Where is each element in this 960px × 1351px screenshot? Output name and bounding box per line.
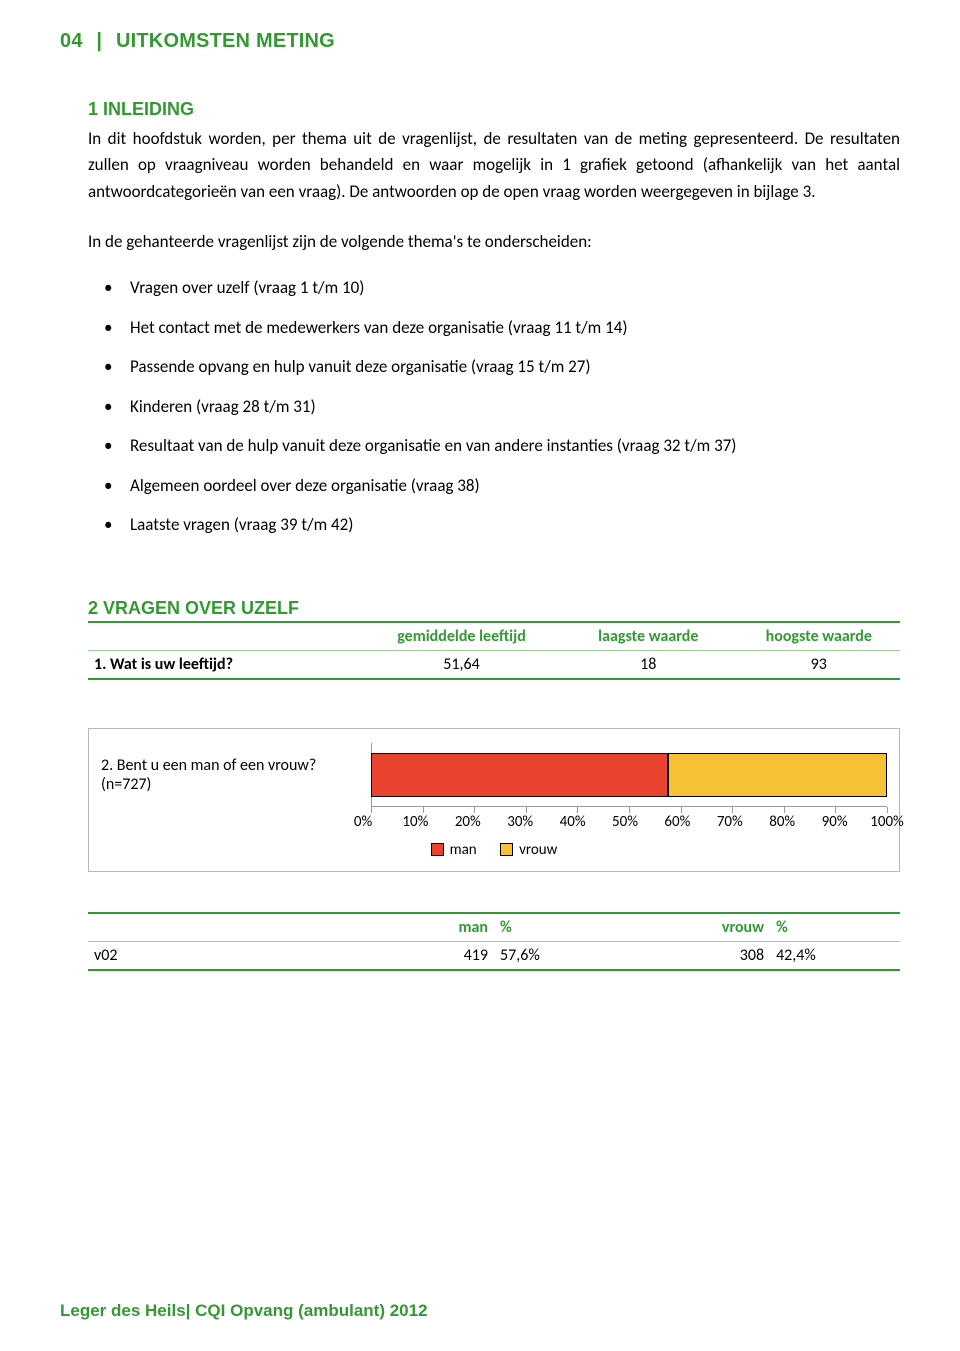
gender-bar-track [371, 753, 887, 797]
gender-table-col-vrouw-pct: % [770, 913, 900, 942]
age-table-col-min: laagste waarde [559, 622, 738, 651]
bar-segment-vrouw [668, 753, 887, 797]
gender-chart-xlabels: 0%10%20%30%40%50%60%70%80%90%100% [363, 813, 887, 833]
legend-vrouw: vrouw [500, 841, 557, 859]
gender-chart: 2. Bent u een man of een vrouw? (n=727) … [88, 728, 900, 873]
chart-xlabel: 70% [717, 813, 743, 831]
chart-xlabel: 100% [870, 813, 904, 831]
chart-xlabel: 50% [612, 813, 638, 831]
theme-item: Het contact met de medewerkers van deze … [130, 315, 900, 341]
age-table-col-blank [88, 622, 364, 651]
gender-table-rowid: v02 [88, 942, 413, 971]
gender-table-col-man-pct: % [494, 913, 591, 942]
theme-item: Passende opvang en hulp vanuit deze orga… [130, 354, 900, 380]
theme-item: Laatste vragen (vraag 39 t/m 42) [130, 512, 900, 538]
theme-item: Vragen over uzelf (vraag 1 t/m 10) [130, 275, 900, 301]
gender-table-col-vrouw: vrouw [591, 913, 770, 942]
legend-man: man [431, 841, 477, 859]
age-table-max: 93 [738, 650, 900, 679]
chart-xlabel: 30% [507, 813, 533, 831]
themes-list: Vragen over uzelf (vraag 1 t/m 10) Het c… [60, 275, 900, 538]
legend-label-man: man [450, 841, 477, 859]
age-table-min: 18 [559, 650, 738, 679]
age-table-mean: 51,64 [364, 650, 559, 679]
intro-para-2: In de gehanteerde vragenlijst zijn de vo… [88, 229, 900, 255]
intro-para-1: In dit hoofdstuk worden, per thema uit d… [88, 126, 900, 205]
gender-table-man-pct: 57,6% [494, 942, 591, 971]
chart-xlabel: 60% [664, 813, 690, 831]
bar-segment-man [371, 753, 668, 797]
gender-table-col-man: man [413, 913, 494, 942]
age-table-col-mean: gemiddelde leeftijd [364, 622, 559, 651]
header-separator: | [88, 30, 110, 52]
chart-xlabel: 10% [402, 813, 428, 831]
theme-item: Resultaat van de hulp vanuit deze organi… [130, 433, 900, 459]
age-table-question: 1. Wat is uw leeftijd? [88, 650, 364, 679]
chart-xlabel: 0% [354, 813, 372, 831]
legend-swatch-man [431, 843, 444, 856]
page-header: 04 | UITKOMSTEN METING [60, 30, 900, 53]
age-table: gemiddelde leeftijd laagste waarde hoogs… [88, 621, 900, 680]
gender-table: man % vrouw % v02 419 57,6% 308 42,4% [88, 912, 900, 971]
gender-table-vrouw-pct: 42,4% [770, 942, 900, 971]
chart-xlabel: 40% [560, 813, 586, 831]
gender-table-man-n: 419 [413, 942, 494, 971]
page-number: 04 [60, 30, 83, 52]
gender-table-col-blank [88, 913, 413, 942]
gender-chart-plot [371, 743, 887, 807]
page-footer: Leger des Heils| CQI Opvang (ambulant) 2… [60, 1301, 428, 1321]
chart-xlabel: 80% [769, 813, 795, 831]
gender-chart-label: 2. Bent u een man of een vrouw? (n=727) [101, 756, 371, 794]
legend-swatch-vrouw [500, 843, 513, 856]
theme-item: Algemeen oordeel over deze organisatie (… [130, 473, 900, 499]
chart-xlabel: 90% [822, 813, 848, 831]
chart-xlabel: 20% [455, 813, 481, 831]
section-2-heading: 2 VRAGEN OVER UZELF [88, 598, 900, 619]
section-1-heading: 1 INLEIDING [60, 99, 900, 120]
page-title: UITKOMSTEN METING [116, 30, 335, 52]
theme-item: Kinderen (vraag 28 t/m 31) [130, 394, 900, 420]
gender-chart-legend: man vrouw [101, 841, 887, 862]
gender-table-vrouw-n: 308 [591, 942, 770, 971]
intro-text: In dit hoofdstuk worden, per thema uit d… [60, 126, 900, 255]
legend-label-vrouw: vrouw [519, 841, 557, 859]
age-table-col-max: hoogste waarde [738, 622, 900, 651]
